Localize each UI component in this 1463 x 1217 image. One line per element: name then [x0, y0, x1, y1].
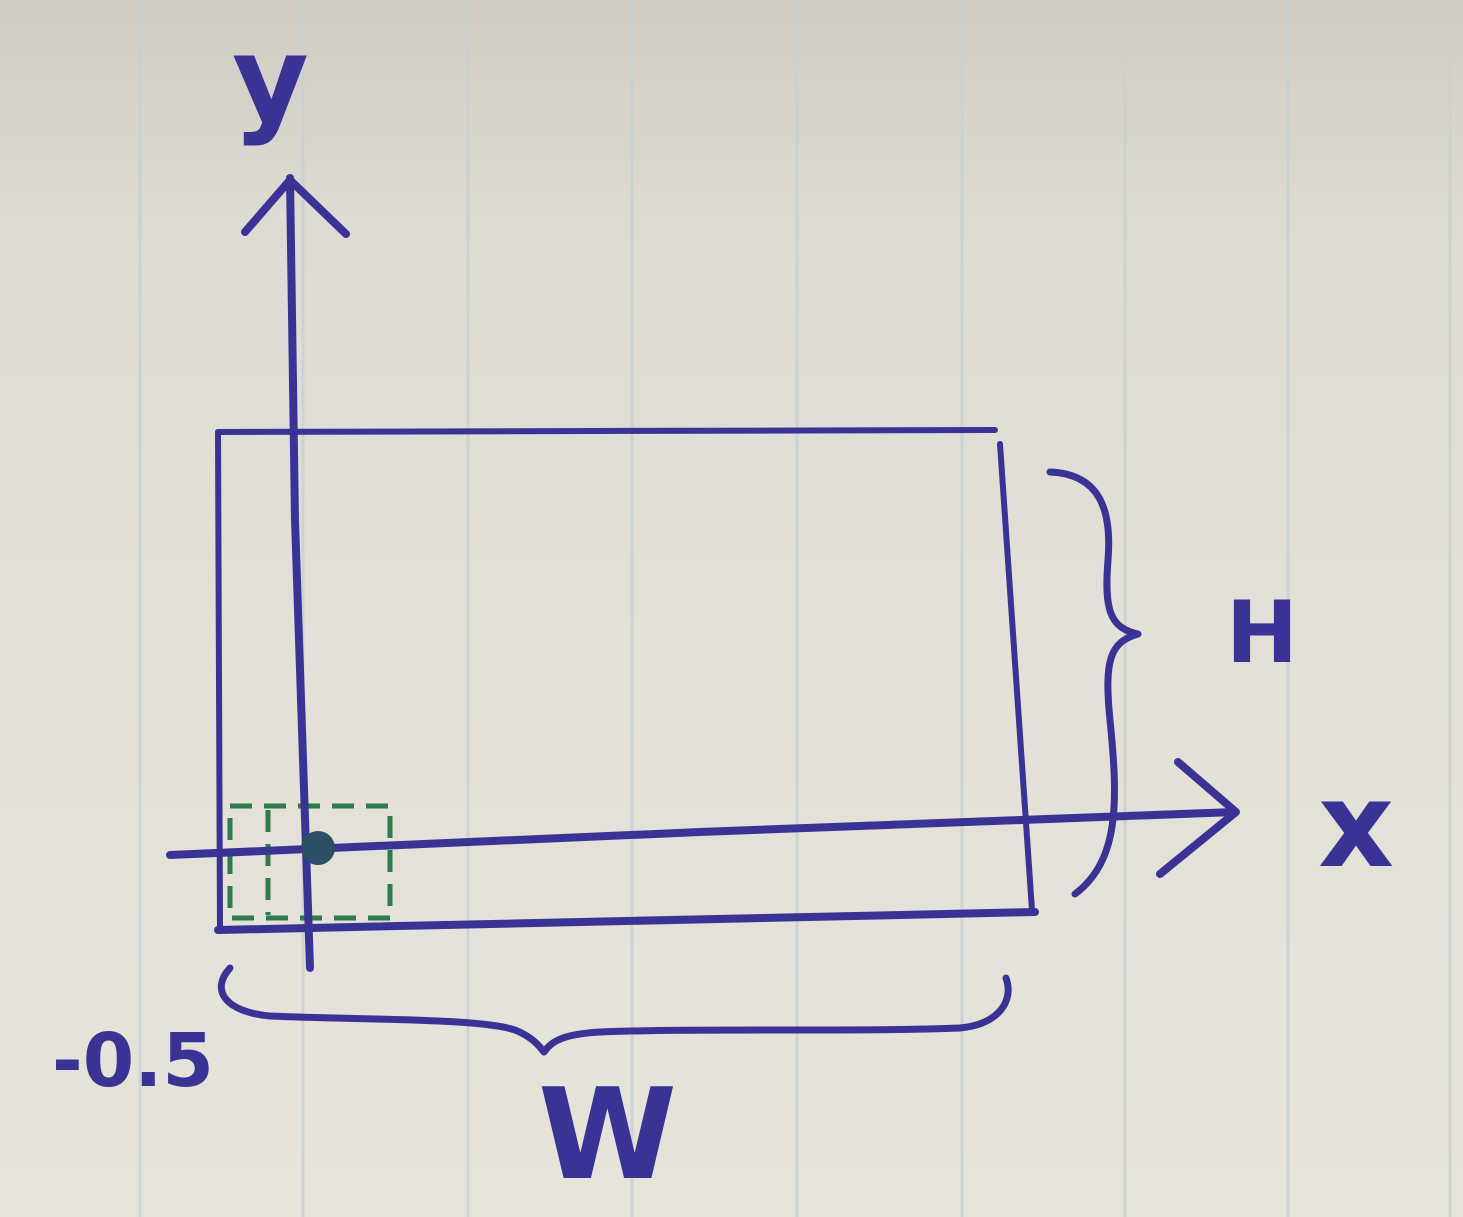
height-brace — [1046, 468, 1142, 898]
origin-point — [301, 831, 335, 865]
width-label: W — [538, 1061, 677, 1208]
height-label: H — [1226, 583, 1298, 683]
width-brace — [217, 964, 1012, 1056]
y-axis-label: y — [232, 10, 309, 148]
y-axis-arrow — [241, 174, 350, 972]
x-axis-label: x — [1318, 756, 1394, 894]
notebook-rule-lines — [138, 0, 1452, 1217]
origin-offset-label: -0.5 — [52, 1018, 214, 1104]
image-rectangle — [214, 427, 1039, 934]
x-axis-arrow — [166, 758, 1240, 878]
